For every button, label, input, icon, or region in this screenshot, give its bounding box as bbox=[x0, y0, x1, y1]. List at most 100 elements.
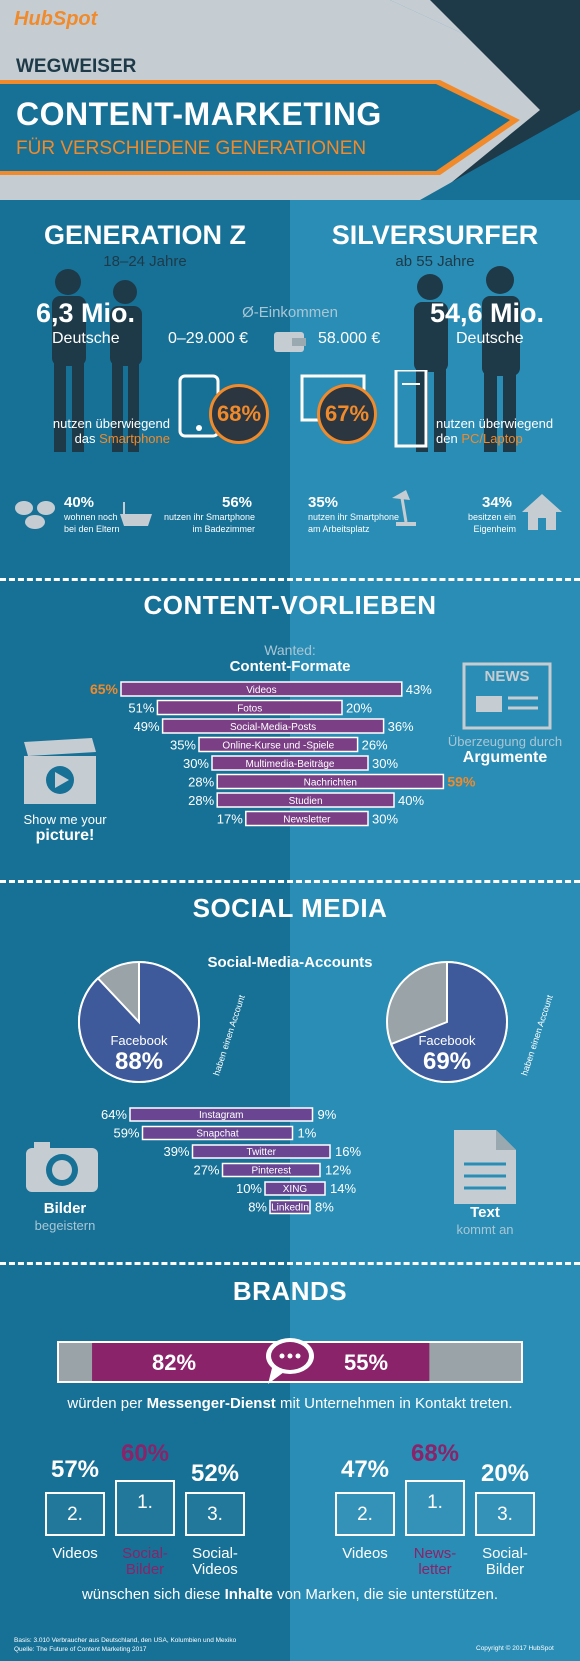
content-bar-right-percent: 40% bbox=[398, 793, 424, 808]
content-wanted-label: Wanted: bbox=[264, 642, 316, 658]
content-bar-label: Studien bbox=[289, 796, 323, 807]
podium-second-label: Videos bbox=[342, 1545, 388, 1562]
left-column-background bbox=[0, 0, 290, 1661]
social-bar-label: XING bbox=[283, 1184, 308, 1195]
pie-left-percent: 88% bbox=[114, 1048, 164, 1075]
podium-third-rank: 3. bbox=[207, 1504, 223, 1525]
social-bar bbox=[221, 1162, 321, 1178]
content-bar-label: Videos bbox=[246, 685, 276, 696]
content-left-caption: Show me your picture! bbox=[23, 812, 107, 844]
podium-second-block bbox=[335, 1492, 395, 1536]
podium-first-label: Social- Bilder bbox=[122, 1545, 168, 1578]
social-bar bbox=[141, 1125, 294, 1141]
social-bar-right-percent: 12% bbox=[325, 1163, 351, 1178]
content-bar-right-percent: 30% bbox=[372, 756, 398, 771]
podium-third-label: Social- Bilder bbox=[482, 1545, 528, 1578]
section-divider bbox=[0, 578, 580, 581]
podium-second-label: Videos bbox=[52, 1545, 98, 1562]
social-bar-right-percent: 8% bbox=[315, 1200, 334, 1215]
content-formats-chart: Videos 65% 43% Fotos 51% 20% Social-Media-Post… bbox=[90, 681, 476, 827]
silver-device-text: nutzen überwiegend den PC/Laptop bbox=[436, 416, 554, 446]
podium-third-rank: 3. bbox=[497, 1504, 513, 1525]
camera-icon bbox=[26, 1142, 98, 1192]
content-bar-right-percent: 26% bbox=[362, 738, 388, 753]
social-bar bbox=[269, 1199, 311, 1215]
content-bar-label: Multimedia-Beiträge bbox=[246, 759, 335, 770]
genz-people-silhouette-icon bbox=[52, 269, 142, 452]
genz-count-label: Deutsche bbox=[52, 330, 120, 347]
content-bar bbox=[216, 773, 445, 790]
social-accounts-label: Social-Media-Accounts bbox=[207, 954, 373, 971]
content-bar bbox=[211, 755, 369, 771]
brands-wish-caption: wünschen sich diese Inhalte von Marken, … bbox=[81, 1586, 499, 1603]
content-bar bbox=[161, 718, 385, 734]
podium-first-block bbox=[405, 1480, 465, 1536]
desk-lamp-icon bbox=[392, 490, 416, 526]
house-icon bbox=[522, 494, 562, 530]
social-bar-left-percent: 10% bbox=[236, 1181, 262, 1196]
podium-first-percent: 68% bbox=[410, 1440, 460, 1467]
bathtub-icon bbox=[120, 502, 152, 526]
footer-copyright: Copyright © 2017 HubSpot bbox=[476, 1645, 554, 1652]
silver-device-percent: 67% bbox=[317, 384, 377, 444]
header-kicker: WEGWEISER bbox=[16, 56, 137, 77]
content-bar-left-percent: 35% bbox=[170, 738, 196, 753]
social-bar-right-percent: 16% bbox=[335, 1144, 361, 1159]
genz-income: 0–29.000 € bbox=[168, 330, 249, 347]
social-bar-label: Pinterest bbox=[252, 1166, 292, 1177]
content-bar-right-percent: 43% bbox=[406, 682, 432, 697]
content-right-caption: Überzeugung durch Argumente bbox=[447, 734, 563, 766]
podium-first-label: News-letter bbox=[413, 1545, 457, 1578]
genz-device-percent: 68% bbox=[209, 384, 269, 444]
social-bar-label: LinkedIn bbox=[271, 1203, 309, 1214]
footer-source: Basis: 3.010 Verbraucher aus Deutschland… bbox=[14, 1637, 237, 1653]
page-title: CONTENT-MARKETING bbox=[16, 96, 382, 132]
genz-title: GENERATION Z bbox=[44, 220, 246, 250]
content-bar-left-percent: 28% bbox=[188, 775, 214, 790]
silver-income: 58.000 € bbox=[318, 330, 381, 347]
newspaper-icon bbox=[462, 662, 552, 730]
content-bar-left-percent: 17% bbox=[217, 812, 243, 827]
messenger-bar-left bbox=[92, 1343, 290, 1381]
brands-section-title: BRANDS bbox=[232, 1276, 348, 1306]
content-bar-left-percent: 49% bbox=[134, 719, 160, 734]
chat-bubble-icon bbox=[266, 1338, 314, 1384]
genz-device-text: nutzen überwiegend das Smartphone bbox=[52, 416, 170, 446]
social-bar-label: Instagram bbox=[199, 1110, 243, 1121]
header-banner bbox=[0, 0, 580, 200]
genz-count: 6,3 Mio. bbox=[36, 298, 136, 328]
silver-title: SILVERSURFER bbox=[331, 220, 539, 250]
podium-second-percent: 47% bbox=[340, 1456, 390, 1483]
section-divider bbox=[0, 1262, 580, 1265]
pie-slice-facebook bbox=[78, 960, 200, 1083]
messenger-bar-right bbox=[290, 1343, 430, 1381]
content-bar-right-percent: 59% bbox=[447, 774, 476, 790]
podium-second-percent: 57% bbox=[50, 1456, 100, 1483]
silver-stat2-percent: 34% bbox=[482, 494, 513, 511]
messenger-left-percent: 82% bbox=[152, 1350, 197, 1375]
podium-second-block bbox=[45, 1492, 105, 1536]
content-bar-label: Fotos bbox=[237, 704, 262, 715]
hubspot-logo[interactable]: HubSpot bbox=[14, 8, 98, 30]
wallet-icon bbox=[274, 332, 306, 352]
pie-right-percent: 69% bbox=[422, 1048, 472, 1075]
social-left-caption: Bilder begeistern bbox=[34, 1200, 96, 1233]
content-bar-label: Nachrichten bbox=[304, 778, 357, 789]
podium-third-block bbox=[475, 1492, 535, 1536]
social-bar-left-percent: 59% bbox=[113, 1126, 139, 1141]
podium-second-rank: 2. bbox=[357, 1504, 373, 1525]
silver-people-silhouette-icon bbox=[414, 266, 520, 452]
genz-stat2-text: nutzen ihr Smartphone im Badezimmer bbox=[163, 512, 255, 534]
podium-first-rank: 1. bbox=[137, 1492, 153, 1513]
social-bar-label: Twitter bbox=[247, 1147, 277, 1158]
content-bar bbox=[198, 736, 359, 753]
silver-count: 54,6 Mio. bbox=[430, 298, 545, 328]
pie-left-name: Facebook bbox=[110, 1033, 168, 1048]
video-clapper-icon bbox=[24, 738, 96, 804]
podium-first-block bbox=[115, 1480, 175, 1536]
section-divider bbox=[0, 880, 580, 883]
messenger-right-percent: 55% bbox=[344, 1350, 389, 1375]
silver-stat1-percent: 35% bbox=[308, 494, 339, 511]
content-bar-left-percent: 30% bbox=[183, 756, 209, 771]
content-bar-left-percent: 51% bbox=[128, 701, 154, 716]
